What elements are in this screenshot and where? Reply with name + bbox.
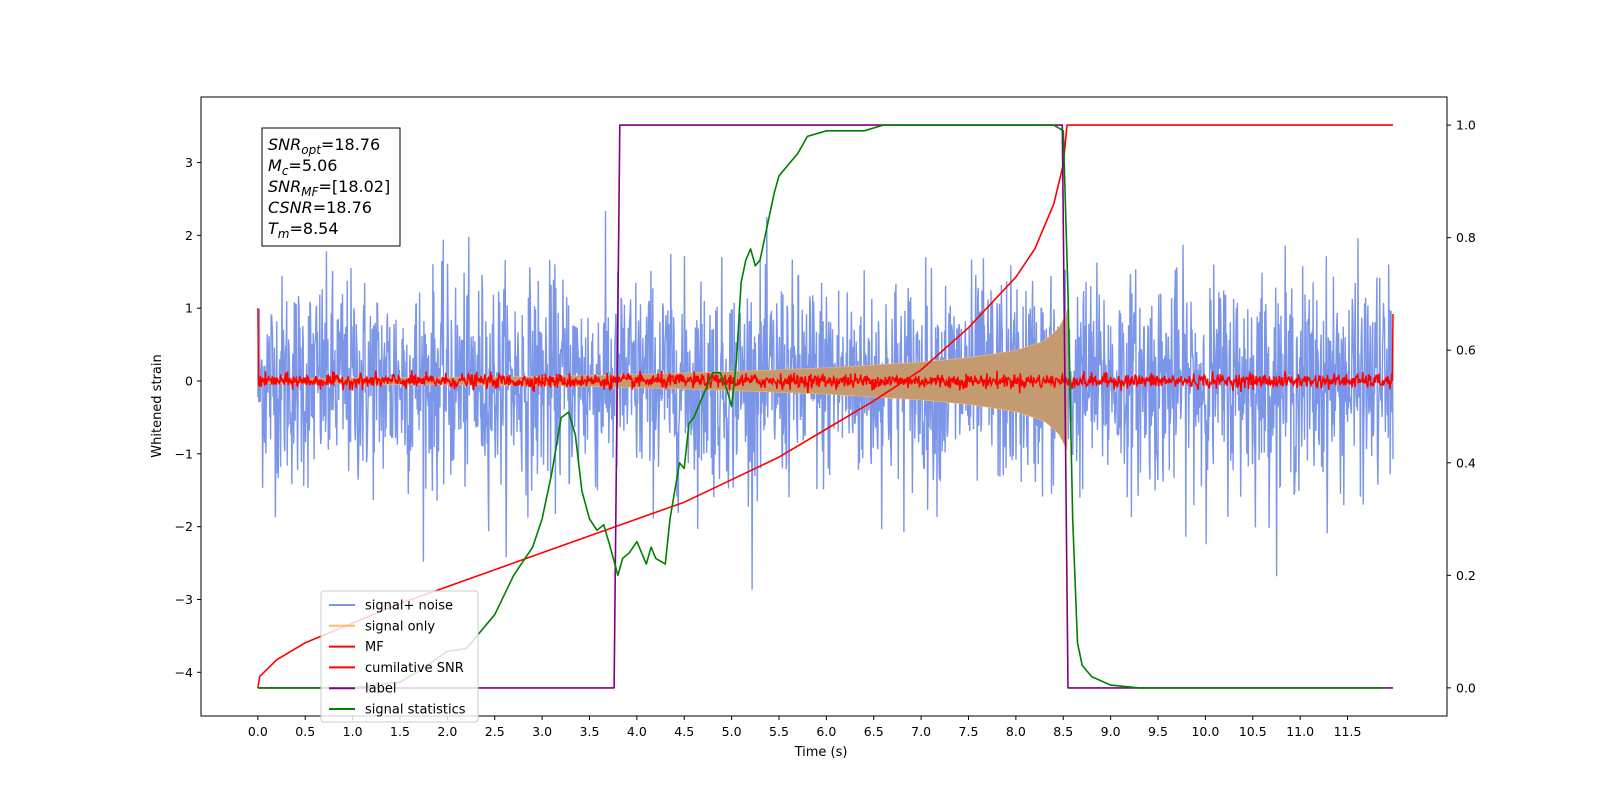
y-tick-label: −1 bbox=[175, 446, 193, 461]
x-tick-label: 7.5 bbox=[959, 724, 979, 739]
legend: signal+ noise signal only MF cumilative SNR… bbox=[320, 590, 479, 723]
y-axis-right: 0.0 0.2 0.4 0.6 0.8 1.0 bbox=[1447, 118, 1476, 695]
x-tick-label: 10.5 bbox=[1239, 724, 1267, 739]
annotation-line: Tm=8.54 bbox=[268, 219, 339, 241]
x-tick-label: 11.0 bbox=[1286, 724, 1314, 739]
x-tick-label: 5.0 bbox=[722, 724, 742, 739]
y-axis-label: Whitened strain bbox=[150, 354, 165, 457]
x-tick-label: 7.0 bbox=[911, 724, 931, 739]
series-layer bbox=[257, 124, 1394, 689]
annotation-line: SNRMF=[18.02] bbox=[268, 177, 390, 199]
x-tick-label: 9.0 bbox=[1101, 724, 1121, 739]
y2-tick-label: 0.8 bbox=[1456, 230, 1476, 245]
x-tick-label: 3.0 bbox=[532, 724, 552, 739]
y-axis-left: −4 −3 −2 −1 0 1 2 3 bbox=[175, 155, 201, 680]
series-mf bbox=[257, 308, 1394, 394]
series-label bbox=[257, 124, 1393, 689]
y-tick-label: 0 bbox=[185, 374, 193, 389]
legend-frame bbox=[320, 590, 479, 723]
annotation-line: CSNR=18.76 bbox=[268, 198, 372, 217]
x-tick-label: 1.5 bbox=[390, 724, 410, 739]
y2-tick-label: 0.4 bbox=[1456, 455, 1476, 470]
x-tick-label: 10.0 bbox=[1191, 724, 1219, 739]
x-tick-label: 0.0 bbox=[248, 724, 268, 739]
x-tick-label: 5.5 bbox=[769, 724, 789, 739]
x-tick-label: 4.0 bbox=[627, 724, 647, 739]
y2-tick-label: 0.6 bbox=[1456, 343, 1476, 358]
y-tick-label: −2 bbox=[175, 519, 193, 534]
series-signal-statistics bbox=[257, 124, 1386, 689]
x-tick-label: 9.5 bbox=[1148, 724, 1168, 739]
x-tick-label: 4.5 bbox=[674, 724, 694, 739]
annotation-line: SNRopt=18.76 bbox=[268, 135, 380, 157]
y2-tick-label: 0.2 bbox=[1456, 568, 1476, 583]
y-tick-label: 2 bbox=[185, 228, 193, 243]
x-tick-label: 2.5 bbox=[485, 724, 505, 739]
y-tick-label: 1 bbox=[185, 301, 193, 316]
x-tick-label: 8.0 bbox=[1006, 724, 1026, 739]
x-axis: 0.0 0.5 1.0 1.5 2.0 2.5 3.0 3.5 4.0 4.5 5.0 5.5 6.0 6… bbox=[248, 716, 1362, 739]
legend-entry: cumilative SNR bbox=[365, 661, 464, 676]
annotation-line: Mc=5.06 bbox=[268, 156, 337, 178]
legend-entry: label bbox=[365, 682, 396, 697]
x-tick-label: 11.5 bbox=[1334, 724, 1362, 739]
y-tick-label: −3 bbox=[175, 592, 193, 607]
x-tick-label: 3.5 bbox=[580, 724, 600, 739]
legend-entry: signal+ noise bbox=[365, 599, 453, 614]
x-axis-label: Time (s) bbox=[794, 745, 848, 760]
y-tick-label: 3 bbox=[185, 155, 193, 170]
x-tick-label: 1.0 bbox=[343, 724, 363, 739]
annotation-box: SNRopt=18.76Mc=5.06SNRMF=[18.02]CSNR=18.… bbox=[261, 127, 401, 247]
x-tick-label: 0.5 bbox=[295, 724, 315, 739]
x-tick-label: 2.0 bbox=[437, 724, 457, 739]
x-tick-label: 6.5 bbox=[864, 724, 884, 739]
annotation-frame bbox=[261, 127, 401, 247]
plot-frame bbox=[200, 96, 1448, 717]
y2-tick-label: 1.0 bbox=[1456, 118, 1476, 133]
legend-entry: signal statistics bbox=[365, 703, 466, 718]
y-tick-label: −4 bbox=[175, 665, 193, 680]
y2-tick-label: 0.0 bbox=[1456, 680, 1476, 695]
x-tick-label: 8.5 bbox=[1053, 724, 1073, 739]
legend-entry: MF bbox=[365, 640, 384, 655]
x-tick-label: 6.0 bbox=[816, 724, 836, 739]
legend-entry: signal only bbox=[365, 619, 435, 634]
